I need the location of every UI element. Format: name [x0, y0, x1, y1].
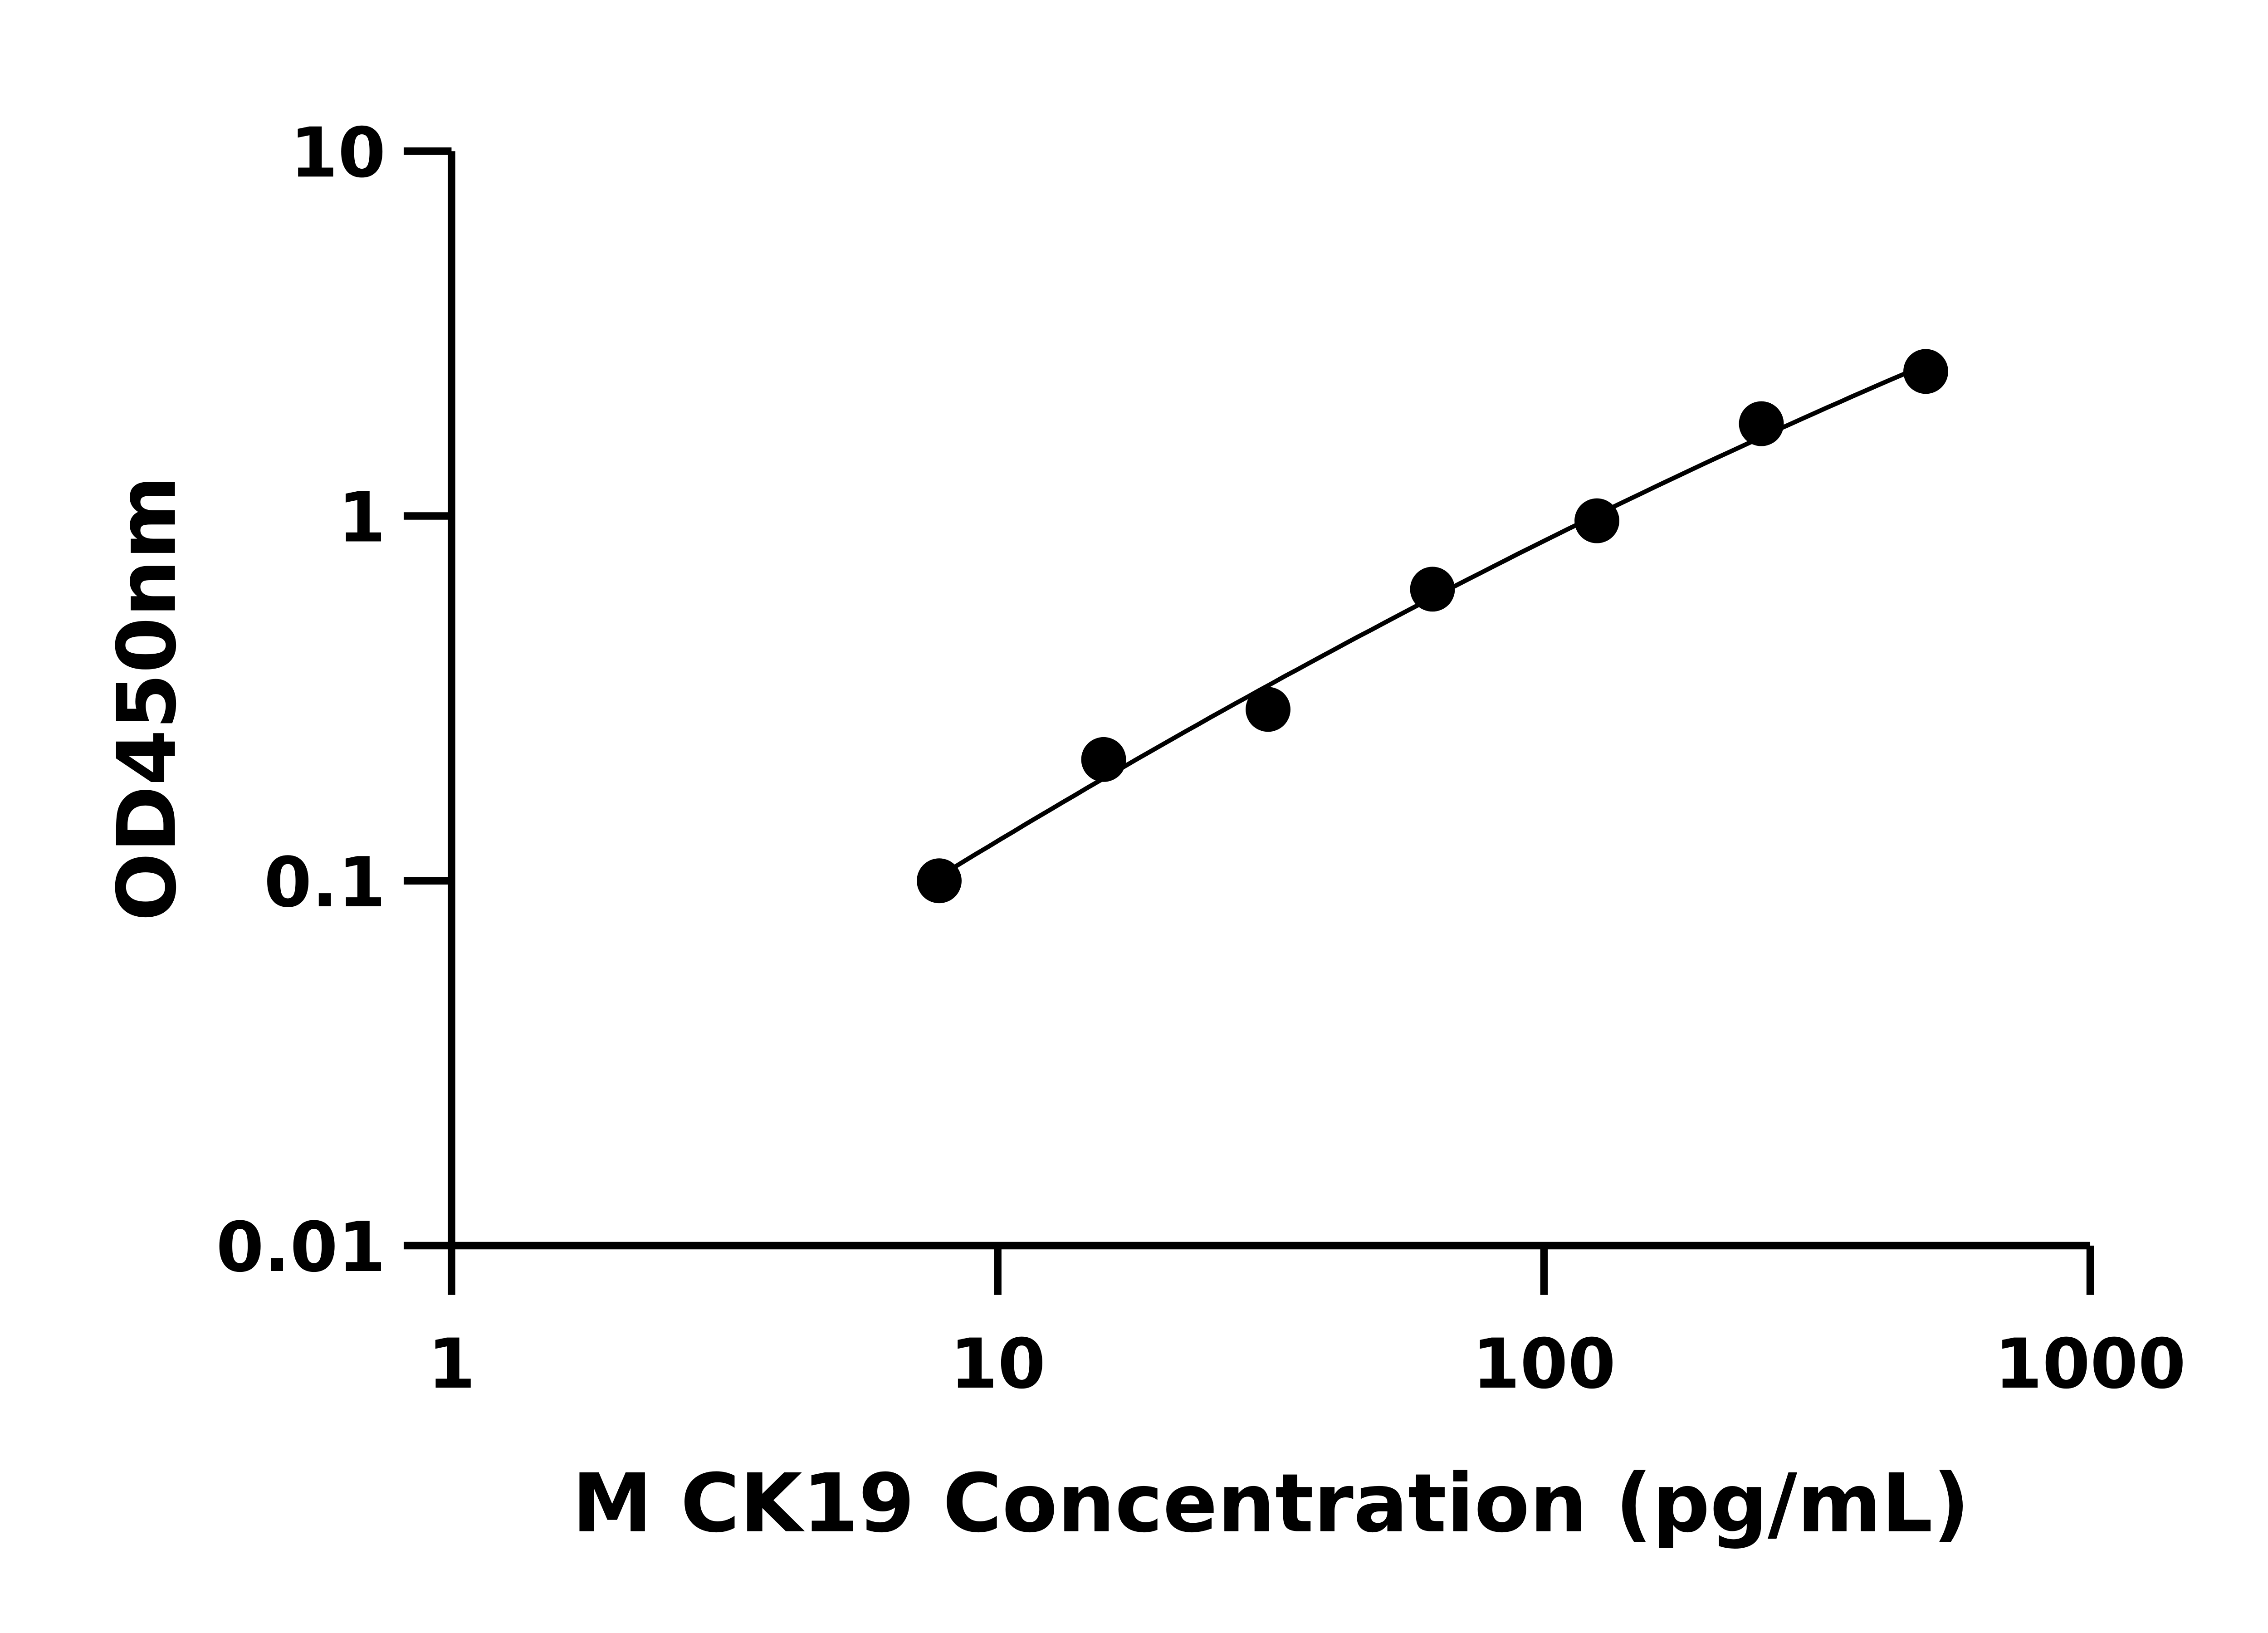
- y-axis-label: OD450nm: [100, 475, 194, 921]
- x-tick-label: 1000: [1994, 1324, 2186, 1404]
- data-marks: [917, 349, 1948, 904]
- data-point: [917, 858, 962, 904]
- axes: 1 10 100 1000 0.01 0.1 1 10: [216, 112, 2186, 1404]
- data-point: [1574, 498, 1619, 543]
- x-tick-label: 100: [1472, 1324, 1616, 1404]
- x-tick-label: 1: [428, 1324, 475, 1404]
- data-point: [1246, 687, 1290, 732]
- data-point: [1081, 737, 1126, 782]
- y-tick-label: 1: [338, 478, 386, 558]
- y-tick-label: 10: [290, 112, 386, 193]
- y-tick-label: 0.01: [216, 1207, 386, 1287]
- y-tick-label: 0.1: [264, 842, 386, 923]
- data-point: [1739, 401, 1784, 446]
- data-point: [1410, 567, 1455, 612]
- fit-curve: [938, 362, 1927, 879]
- x-tick-label: 10: [950, 1324, 1046, 1404]
- x-axis-label: M CK19 Concentration (pg/mL): [572, 1457, 1970, 1550]
- data-point: [1903, 349, 1948, 394]
